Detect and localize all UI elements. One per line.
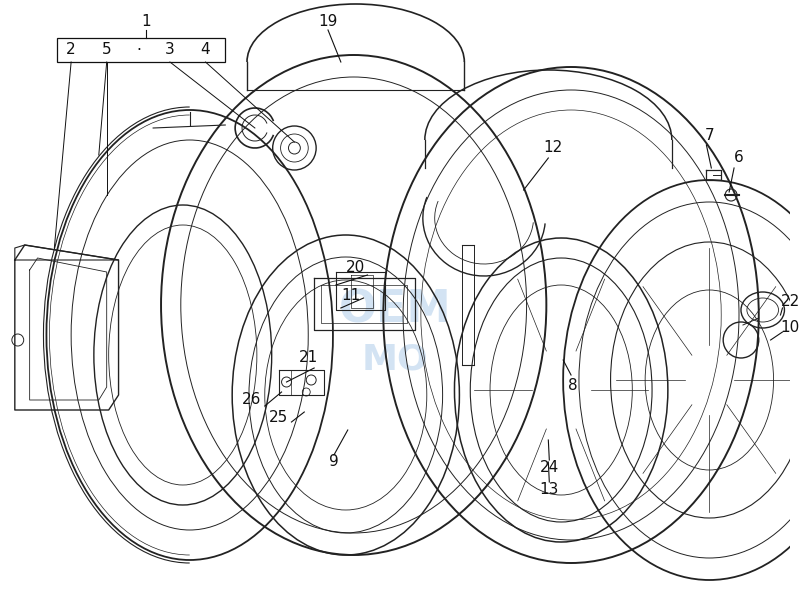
Text: 22: 22 xyxy=(781,295,800,310)
Text: MO: MO xyxy=(362,343,429,377)
Text: 12: 12 xyxy=(544,140,563,155)
Text: 25: 25 xyxy=(269,410,288,425)
Text: 8: 8 xyxy=(568,377,578,392)
Text: ·: · xyxy=(136,43,141,58)
Text: 4: 4 xyxy=(201,43,210,58)
Text: 3: 3 xyxy=(165,43,175,58)
Text: 2: 2 xyxy=(66,43,76,58)
Text: 7: 7 xyxy=(705,127,714,142)
Text: 20: 20 xyxy=(346,260,366,275)
Text: 19: 19 xyxy=(318,14,338,29)
Text: 6: 6 xyxy=(734,151,744,166)
Text: 5: 5 xyxy=(102,43,111,58)
Text: 13: 13 xyxy=(540,482,559,497)
Text: 9: 9 xyxy=(329,455,339,469)
Text: 21: 21 xyxy=(298,350,318,365)
Text: 11: 11 xyxy=(341,287,360,302)
Text: 1: 1 xyxy=(142,14,151,29)
Text: 24: 24 xyxy=(540,461,559,475)
Bar xyxy=(58,38,226,62)
Text: 10: 10 xyxy=(781,320,800,335)
Text: 26: 26 xyxy=(242,392,262,407)
Text: OEM: OEM xyxy=(339,289,451,331)
